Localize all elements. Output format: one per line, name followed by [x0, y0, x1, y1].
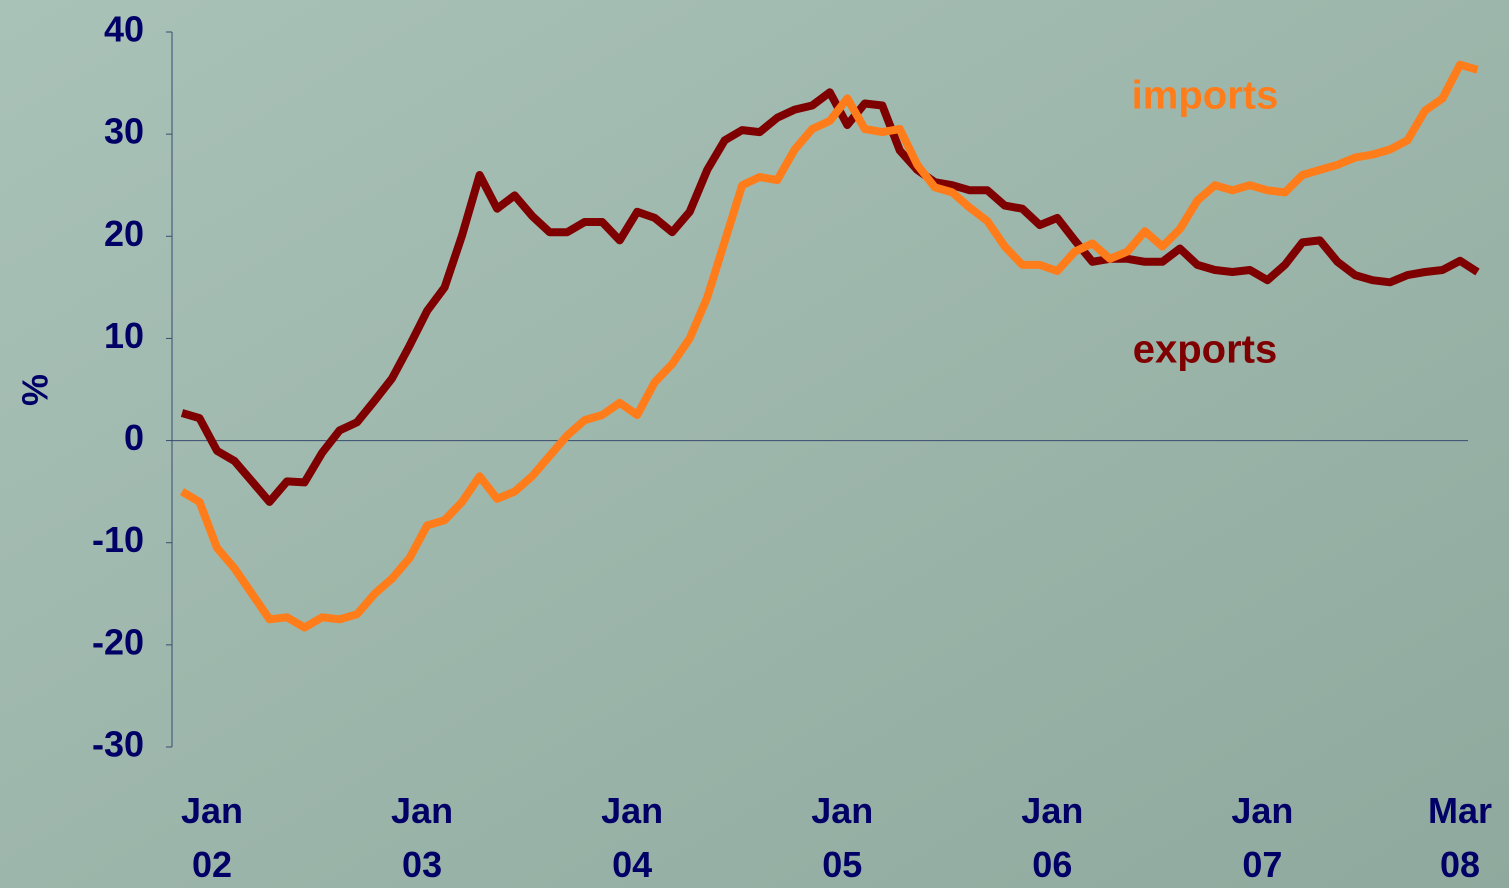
series-label: imports: [1132, 74, 1279, 118]
y-tick-label: -10: [92, 519, 144, 560]
y-tick-label: 30: [104, 111, 144, 152]
series-label: exports: [1133, 328, 1278, 372]
y-tick-label: 0: [124, 417, 144, 458]
y-axis-label: %: [15, 374, 56, 406]
y-tick-label: 40: [104, 9, 144, 50]
y-tick-label: -30: [92, 724, 144, 765]
chart: % -30-20-10010203040Jan02Jan03Jan04Jan05…: [0, 0, 1509, 888]
y-tick-label: -20: [92, 621, 144, 662]
y-tick-label: 10: [104, 315, 144, 356]
y-tick-label: 20: [104, 213, 144, 254]
